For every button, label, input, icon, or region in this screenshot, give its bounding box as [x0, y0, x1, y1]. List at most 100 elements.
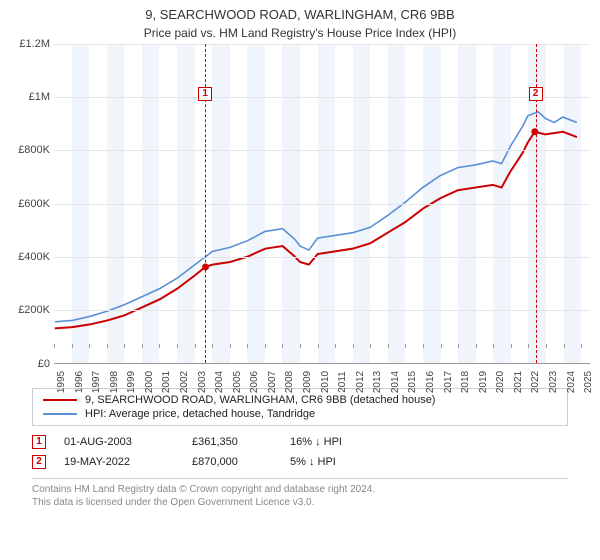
x-tick-label: 2019 — [478, 370, 480, 392]
chart-subtitle: Price paid vs. HM Land Registry's House … — [10, 26, 590, 40]
transaction-diff: 16% ↓ HPI — [290, 436, 390, 448]
series-line-property — [55, 131, 577, 328]
legend-swatch — [43, 399, 77, 401]
x-tick-mark — [212, 344, 213, 348]
x-tick-label: 2006 — [249, 370, 251, 392]
x-tick-mark — [335, 344, 336, 348]
x-tick-mark — [265, 344, 266, 348]
transaction-marker: 2 — [32, 455, 46, 469]
x-tick-label: 1997 — [91, 370, 93, 392]
x-tick-mark — [54, 344, 55, 348]
transaction-date: 19-MAY-2022 — [64, 456, 174, 468]
y-axis: £0£200K£400K£600K£800K£1M£1.2M — [10, 44, 54, 364]
x-tick-mark — [195, 344, 196, 348]
transaction-price: £361,350 — [192, 436, 272, 448]
x-tick-mark — [300, 344, 301, 348]
transaction-row: 2 19-MAY-2022 £870,000 5% ↓ HPI — [32, 452, 568, 472]
x-tick-mark — [177, 344, 178, 348]
x-axis: 1995199619971998199920002001200220032004… — [54, 364, 590, 384]
y-tick-label: £1.2M — [19, 38, 50, 50]
transaction-row: 1 01-AUG-2003 £361,350 16% ↓ HPI — [32, 432, 568, 452]
x-tick-mark — [230, 344, 231, 348]
x-tick-mark — [124, 344, 125, 348]
x-tick-mark — [89, 344, 90, 348]
x-tick-mark — [423, 344, 424, 348]
x-tick-label: 2020 — [495, 370, 497, 392]
y-tick-label: £1M — [29, 91, 50, 103]
x-tick-mark — [388, 344, 389, 348]
x-tick-mark — [142, 344, 143, 348]
x-tick-mark — [493, 344, 494, 348]
x-tick-mark — [564, 344, 565, 348]
x-tick-mark — [107, 344, 108, 348]
legend-label: 9, SEARCHWOOD ROAD, WARLINGHAM, CR6 9BB … — [85, 394, 435, 406]
x-tick-mark — [581, 344, 582, 348]
gridline — [54, 310, 590, 311]
x-tick-mark — [511, 344, 512, 348]
transaction-diff: 5% ↓ HPI — [290, 456, 390, 468]
x-tick-label: 2010 — [320, 370, 322, 392]
legend-row: HPI: Average price, detached house, Tand… — [43, 407, 557, 421]
transaction-marker: 1 — [32, 435, 46, 449]
x-tick-label: 2023 — [548, 370, 550, 392]
y-tick-label: £800K — [18, 144, 50, 156]
legend-label: HPI: Average price, detached house, Tand… — [85, 408, 315, 420]
x-tick-label: 2021 — [513, 370, 515, 392]
x-tick-label: 1998 — [109, 370, 111, 392]
gridline — [54, 204, 590, 205]
x-tick-label: 2002 — [179, 370, 181, 392]
x-tick-label: 2009 — [302, 370, 304, 392]
marker-line — [205, 44, 206, 363]
x-tick-mark — [546, 344, 547, 348]
transaction-price: £870,000 — [192, 456, 272, 468]
chart-title: 9, SEARCHWOOD ROAD, WARLINGHAM, CR6 9BB — [10, 6, 590, 24]
x-tick-mark — [353, 344, 354, 348]
x-tick-mark — [370, 344, 371, 348]
x-tick-label: 2018 — [460, 370, 462, 392]
x-tick-label: 1999 — [126, 370, 128, 392]
gridline — [54, 97, 590, 98]
x-tick-label: 2013 — [372, 370, 374, 392]
legend-box: 9, SEARCHWOOD ROAD, WARLINGHAM, CR6 9BB … — [32, 388, 568, 426]
x-tick-mark — [318, 344, 319, 348]
x-tick-label: 2015 — [407, 370, 409, 392]
plot-area: £0£200K£400K£600K£800K£1M£1.2M 12 199519… — [10, 44, 590, 384]
x-tick-label: 2016 — [425, 370, 427, 392]
x-tick-mark — [247, 344, 248, 348]
x-tick-mark — [476, 344, 477, 348]
x-tick-mark — [528, 344, 529, 348]
transaction-date: 01-AUG-2003 — [64, 436, 174, 448]
y-tick-label: £0 — [38, 358, 50, 370]
footer-attribution: Contains HM Land Registry data © Crown c… — [32, 478, 568, 510]
series-line-hpi — [55, 111, 577, 321]
x-tick-mark — [458, 344, 459, 348]
x-tick-label: 2025 — [583, 370, 585, 392]
x-tick-label: 2004 — [214, 370, 216, 392]
x-tick-label: 1996 — [74, 370, 76, 392]
plot-grid: 12 — [54, 44, 590, 364]
footer-line: This data is licensed under the Open Gov… — [32, 496, 568, 510]
x-tick-label: 2005 — [232, 370, 234, 392]
x-tick-label: 2017 — [443, 370, 445, 392]
x-tick-label: 2001 — [161, 370, 163, 392]
x-tick-label: 2012 — [355, 370, 357, 392]
x-tick-label: 2024 — [566, 370, 568, 392]
footer-line: Contains HM Land Registry data © Crown c… — [32, 483, 568, 497]
legend-swatch — [43, 413, 77, 415]
x-tick-label: 2008 — [284, 370, 286, 392]
x-tick-mark — [72, 344, 73, 348]
gridline — [54, 44, 590, 45]
transaction-table: 1 01-AUG-2003 £361,350 16% ↓ HPI 2 19-MAY-202… — [32, 432, 568, 472]
chart-container: 9, SEARCHWOOD ROAD, WARLINGHAM, CR6 9BB … — [0, 0, 600, 510]
x-tick-label: 2014 — [390, 370, 392, 392]
x-tick-mark — [405, 344, 406, 348]
x-tick-mark — [159, 344, 160, 348]
legend-row: 9, SEARCHWOOD ROAD, WARLINGHAM, CR6 9BB … — [43, 393, 557, 407]
x-tick-label: 2003 — [197, 370, 199, 392]
y-tick-label: £200K — [18, 304, 50, 316]
x-tick-mark — [282, 344, 283, 348]
y-tick-label: £400K — [18, 251, 50, 263]
x-tick-label: 2011 — [337, 371, 339, 393]
x-tick-label: 2022 — [530, 370, 532, 392]
marker-line — [536, 44, 537, 363]
